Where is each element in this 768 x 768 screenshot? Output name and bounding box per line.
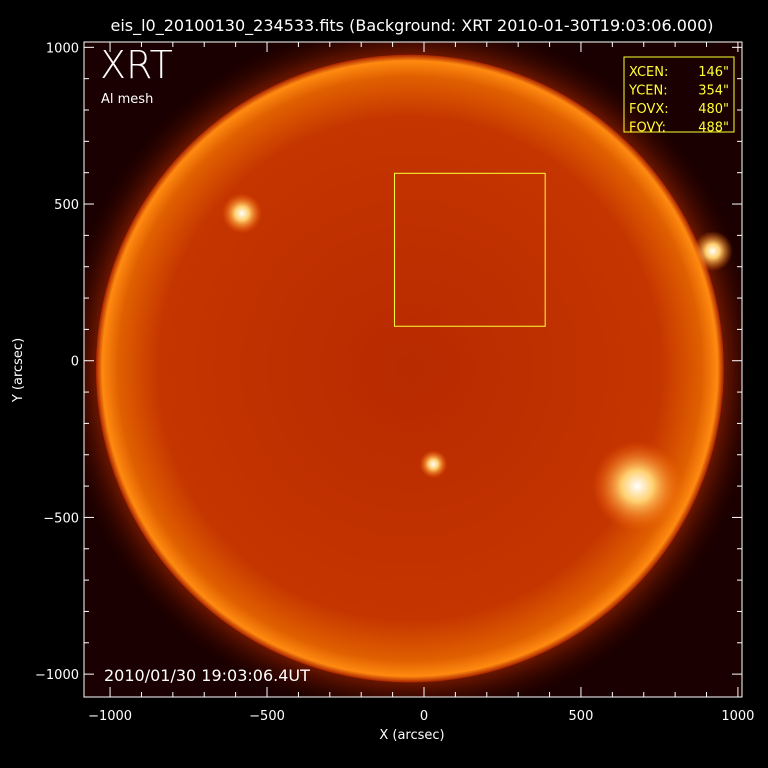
solar-disk [95,54,724,683]
y-axis-label: Y (arcsec) [11,338,26,403]
legend-key: YCEN: [628,84,668,99]
axis-ticks: −1000 −500 0 500 1000 −1000 −500 0 500 1000 [35,41,754,724]
bright-region [419,450,448,479]
y-tick-label: 0 [71,355,79,370]
legend-key: FOVX: [629,102,669,117]
x-axis-label: X (arcsec) [379,728,444,743]
y-tick-label: 1000 [46,41,79,56]
legend-value: 488" [698,121,729,136]
legend-key: XCEN: [629,65,668,80]
legend: XCEN: 146" YCEN: 354" FOVX: 480" FOVY: 488" [628,65,729,136]
instrument-label: XRT [100,43,173,87]
fov-box[interactable] [393,172,546,327]
x-tick-label: 500 [569,709,594,724]
plot-frame [83,41,743,698]
bright-region [592,441,683,532]
legend-key: FOVY: [629,121,666,136]
y-tick-label: 500 [54,198,79,213]
plot-title: eis_l0_20100130_234533.fits (Background:… [110,16,713,36]
y-tick-label: −500 [43,511,79,526]
y-tick-label: −1000 [35,668,79,683]
legend-value: 480" [698,102,729,117]
bright-region [221,193,262,234]
x-tick-label: −1000 [88,709,132,724]
x-tick-label: 1000 [721,709,754,724]
legend-value: 354" [698,84,729,99]
filter-label: Al mesh [101,92,153,107]
x-tick-label: 0 [420,709,428,724]
legend-box [623,56,735,133]
bright-region [692,231,733,272]
timestamp-label: 2010/01/30 19:03:06.4UT [104,666,310,685]
x-tick-label: −500 [249,709,285,724]
legend-value: 146" [698,65,729,80]
